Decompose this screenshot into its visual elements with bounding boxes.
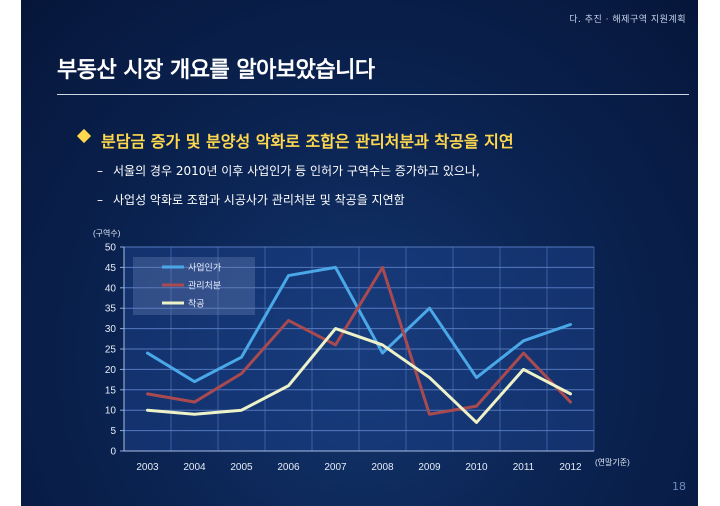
x-tick-label: 2003 — [136, 462, 159, 473]
x-tick-label: 2006 — [277, 462, 300, 473]
x-tick-label: 2011 — [513, 462, 535, 473]
legend-label: 관리처분 — [188, 280, 221, 291]
title-divider — [57, 94, 689, 95]
y-tick-label: 5 — [110, 426, 116, 437]
y-tick-label: 25 — [105, 345, 117, 356]
x-axis-label: (연말기준) — [595, 458, 630, 467]
slide: 다. 추진 · 해제구역 지원계획 부동산 시장 개요를 알아보았습니다 분담금… — [21, 0, 698, 506]
y-tick-label: 0 — [110, 447, 116, 458]
line-chart: 0 5 10 15 20 25 30 35 40 45 50 2003 2004 2005 2006 2007… — [93, 228, 630, 473]
x-tick-label: 2009 — [418, 462, 441, 473]
dash-icon: – — [97, 164, 103, 178]
y-tick-label: 40 — [105, 283, 117, 294]
bullet-item: – 서울의 경우 2010년 이후 사업인가 등 인허가 구역수는 증가하고 있으… — [97, 162, 480, 179]
series-line-2 — [146, 265, 572, 416]
page-number: 18 — [672, 480, 686, 493]
y-tick-label: 15 — [105, 385, 117, 396]
series-line-1 — [146, 265, 572, 384]
y-tick-label: 10 — [105, 406, 117, 417]
legend-box — [133, 257, 255, 315]
x-tick-label: 2005 — [230, 462, 253, 473]
bullet-text: 서울의 경우 2010년 이후 사업인가 등 인허가 구역수는 증가하고 있으나… — [113, 164, 480, 178]
bullet-item: – 사업성 악화로 조합과 시공사가 관리처분 및 착공을 지연함 — [97, 191, 405, 208]
bullet-text: 사업성 악화로 조합과 시공사가 관리처분 및 착공을 지연함 — [113, 193, 405, 207]
series-line-3 — [146, 327, 572, 424]
dash-icon: – — [97, 193, 103, 207]
y-tick-label: 50 — [105, 243, 117, 254]
x-tick-label: 2008 — [371, 462, 394, 473]
x-tick-label: 2004 — [183, 462, 206, 473]
headline: 분담금 증가 및 분양성 악화로 조합은 관리처분과 착공을 지연 — [101, 132, 514, 151]
x-tick-label: 2012 — [559, 462, 582, 473]
y-axis-label: (구역수) — [93, 228, 121, 238]
x-tick-label: 2007 — [324, 462, 347, 473]
legend-label: 착공 — [188, 299, 205, 309]
page-title: 부동산 시장 개요를 알아보았습니다 — [57, 58, 375, 83]
x-tick-label: 2010 — [465, 462, 488, 473]
legend-label: 사업인가 — [188, 263, 221, 273]
y-tick-label: 30 — [105, 324, 117, 335]
y-tick-label: 35 — [105, 304, 117, 315]
section-label: 다. 추진 · 해제구역 지원계획 — [569, 15, 686, 25]
y-tick-label: 20 — [105, 365, 117, 376]
y-tick-label: 45 — [105, 263, 117, 274]
